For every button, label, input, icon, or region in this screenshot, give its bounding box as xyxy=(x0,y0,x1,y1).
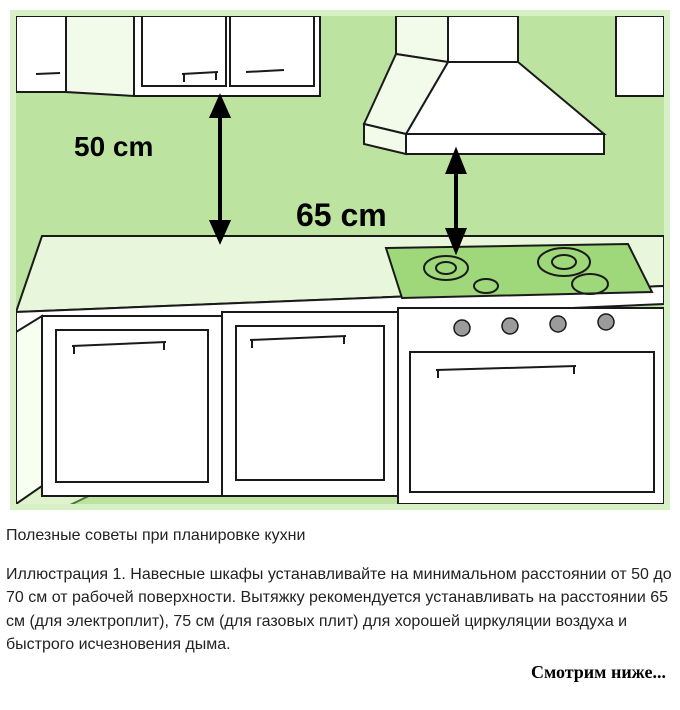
illustration-frame: 50 cm 65 cm xyxy=(10,10,670,510)
label-50cm: 50 cm xyxy=(74,131,153,162)
caption-text: Полезные советы при планировке кухни xyxy=(0,524,680,547)
footer-text: Смотрим ниже... xyxy=(0,662,680,689)
body-text: Иллюстрация 1. Навесные шкафы устанавлив… xyxy=(0,563,680,656)
kitchen-diagram: 50 cm 65 cm xyxy=(16,16,664,504)
label-65cm: 65 cm xyxy=(296,197,387,233)
